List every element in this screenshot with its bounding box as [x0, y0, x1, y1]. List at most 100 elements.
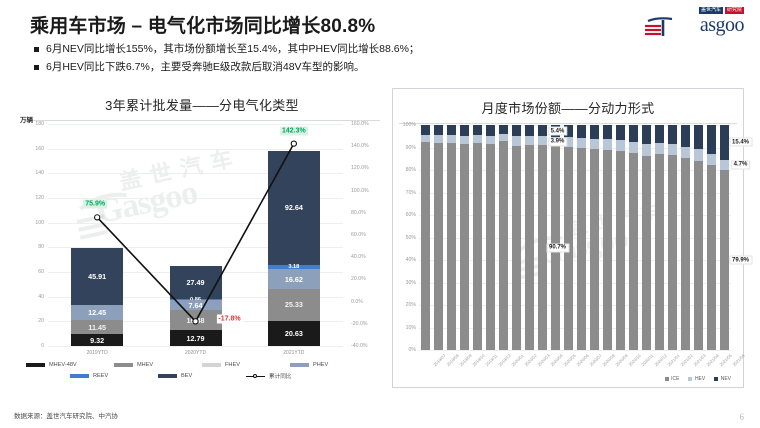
x-axis-label: 2021/01: [665, 353, 681, 368]
y-axis-tick-right: 120.0%: [351, 165, 369, 172]
x-axis-label: 2020/05: [561, 353, 577, 368]
bar-column[interactable]: [485, 125, 496, 350]
bar-column[interactable]: [433, 125, 444, 350]
gridline: [419, 237, 731, 239]
legend-item-yoy-line[interactable]: 累计同比: [246, 372, 334, 380]
gridline: [419, 282, 731, 284]
x-axis-label: 2020/12: [652, 353, 668, 368]
legend-item-bev[interactable]: BEV: [158, 372, 246, 380]
legend-swatch-icon: [158, 374, 177, 378]
bar-column[interactable]: [654, 125, 665, 350]
legend-label: ICE: [671, 376, 680, 382]
bar-segment: [706, 153, 717, 166]
legend-item-nev[interactable]: NEV: [714, 376, 731, 382]
legend-item-hev[interactable]: HEV: [688, 376, 705, 382]
bar-segment: [537, 125, 548, 136]
y-axis-tick: 20%: [405, 302, 416, 308]
legend-swatch-icon: [290, 363, 309, 367]
x-axis-label: 2020/04: [548, 353, 564, 368]
bar-column[interactable]: [628, 125, 639, 350]
y-axis-tick-right: 0.0%: [351, 298, 363, 305]
bar-column[interactable]: [459, 125, 470, 350]
bar-segment: [524, 145, 535, 350]
bar-column[interactable]: [524, 125, 535, 350]
logo-wordmark: asgoo: [642, 15, 745, 36]
y-axis-tick: 80%: [405, 167, 416, 173]
bar-column[interactable]: [641, 125, 652, 350]
bullet-text: 6月HEV同比下跌6.7%，主要受奔驰E级改款后取消48V车型的影响。: [46, 61, 365, 74]
bar-column[interactable]: [550, 125, 561, 350]
gridline: [48, 247, 343, 249]
bar-segment: [667, 144, 678, 156]
bar-segment: [485, 144, 496, 350]
bar-segment: [654, 153, 665, 350]
bar-segment: 7.64: [169, 300, 222, 310]
legend-item-fhev[interactable]: FHEV: [202, 362, 290, 368]
bar-column[interactable]: [420, 125, 431, 350]
bar-column[interactable]: [563, 125, 574, 350]
legend-label: BEV: [181, 373, 193, 379]
legend-item-mhev[interactable]: MHEV: [114, 362, 202, 368]
bar-segment: [641, 125, 652, 145]
gridline: [419, 215, 731, 216]
bar-column[interactable]: [706, 125, 717, 350]
data-point-label: 142.3%: [279, 126, 308, 136]
bar-segment: [524, 135, 535, 146]
y-axis-tick-right: 60.0%: [351, 232, 366, 238]
gridline: [48, 198, 343, 199]
bar-column[interactable]: [667, 125, 678, 350]
chart-panel-monthly-share: 月度市场份额——分动力形式 盖世汽车 Gasgoo 0%10%20%30%40%…: [392, 88, 753, 388]
y-axis-tick: 30%: [405, 279, 416, 286]
bar-column[interactable]: [693, 125, 704, 350]
x-axis-label: 2020/07: [587, 353, 603, 368]
gridline: [419, 170, 731, 171]
bar-column[interactable]: [602, 125, 613, 350]
bar-column[interactable]: [719, 125, 730, 350]
bar-column[interactable]: 45.91 12.45 11.45 9.32: [71, 248, 124, 346]
legend-swatch-icon: [714, 377, 719, 381]
bar-column[interactable]: [615, 125, 626, 350]
bar-segment: [615, 125, 626, 141]
bar-segment: [498, 134, 509, 142]
y-axis-tick-left: 80: [38, 244, 44, 251]
bar-column[interactable]: [472, 125, 483, 350]
bar-segment: [602, 125, 613, 140]
bar-column[interactable]: [537, 125, 548, 350]
bar-segment: [693, 125, 704, 150]
bar-column[interactable]: [498, 125, 509, 350]
bar-segment: [537, 145, 548, 350]
legend-item-reev[interactable]: REEV: [70, 372, 158, 380]
bar-segment: [719, 170, 730, 350]
y-axis-tick-left: 60: [38, 269, 44, 275]
y-axis-tick-right: -20.0%: [351, 320, 368, 327]
y-axis-tick-right: 20.0%: [351, 276, 366, 283]
legend-label: MHEV: [137, 362, 154, 368]
legend-swatch-icon: [202, 363, 221, 367]
bar-segment: [420, 125, 431, 135]
bar-segment: [680, 146, 691, 159]
bar-column[interactable]: [576, 125, 587, 350]
bar-segment: [576, 125, 587, 139]
y-axis-tick-right: 140.0%: [351, 143, 369, 150]
bar-column[interactable]: [589, 125, 600, 350]
logo-swoosh-icon: [645, 17, 673, 36]
bar-segment: [563, 125, 574, 138]
x-axis-label: 2019YTD: [86, 350, 108, 356]
bar-segment: [628, 152, 639, 350]
bar-column[interactable]: [511, 125, 522, 350]
legend-label: NEV: [720, 376, 731, 382]
x-axis-label: 2019/12: [496, 353, 512, 368]
gasgoo-logo: 盖世汽车 研究院 asgoo: [642, 7, 745, 39]
y-axis-tick: 50%: [405, 234, 416, 241]
gridline: [48, 346, 343, 347]
bar-column[interactable]: [680, 125, 691, 350]
bar-segment: [576, 147, 587, 350]
bar-column[interactable]: 92.64 3.18 16.62 25.33 20.63: [267, 150, 320, 346]
bar-segment: 12.79: [169, 330, 222, 346]
legend-item-ice[interactable]: ICE: [664, 376, 680, 382]
y-axis-tick-right: 100.0%: [351, 187, 369, 194]
legend-item-phev[interactable]: PHEV: [290, 362, 378, 368]
legend-item-mhev48v[interactable]: MHEV-48V: [26, 362, 114, 368]
bar-column[interactable]: [446, 125, 457, 350]
x-axis-label: 2019/08: [444, 353, 460, 368]
